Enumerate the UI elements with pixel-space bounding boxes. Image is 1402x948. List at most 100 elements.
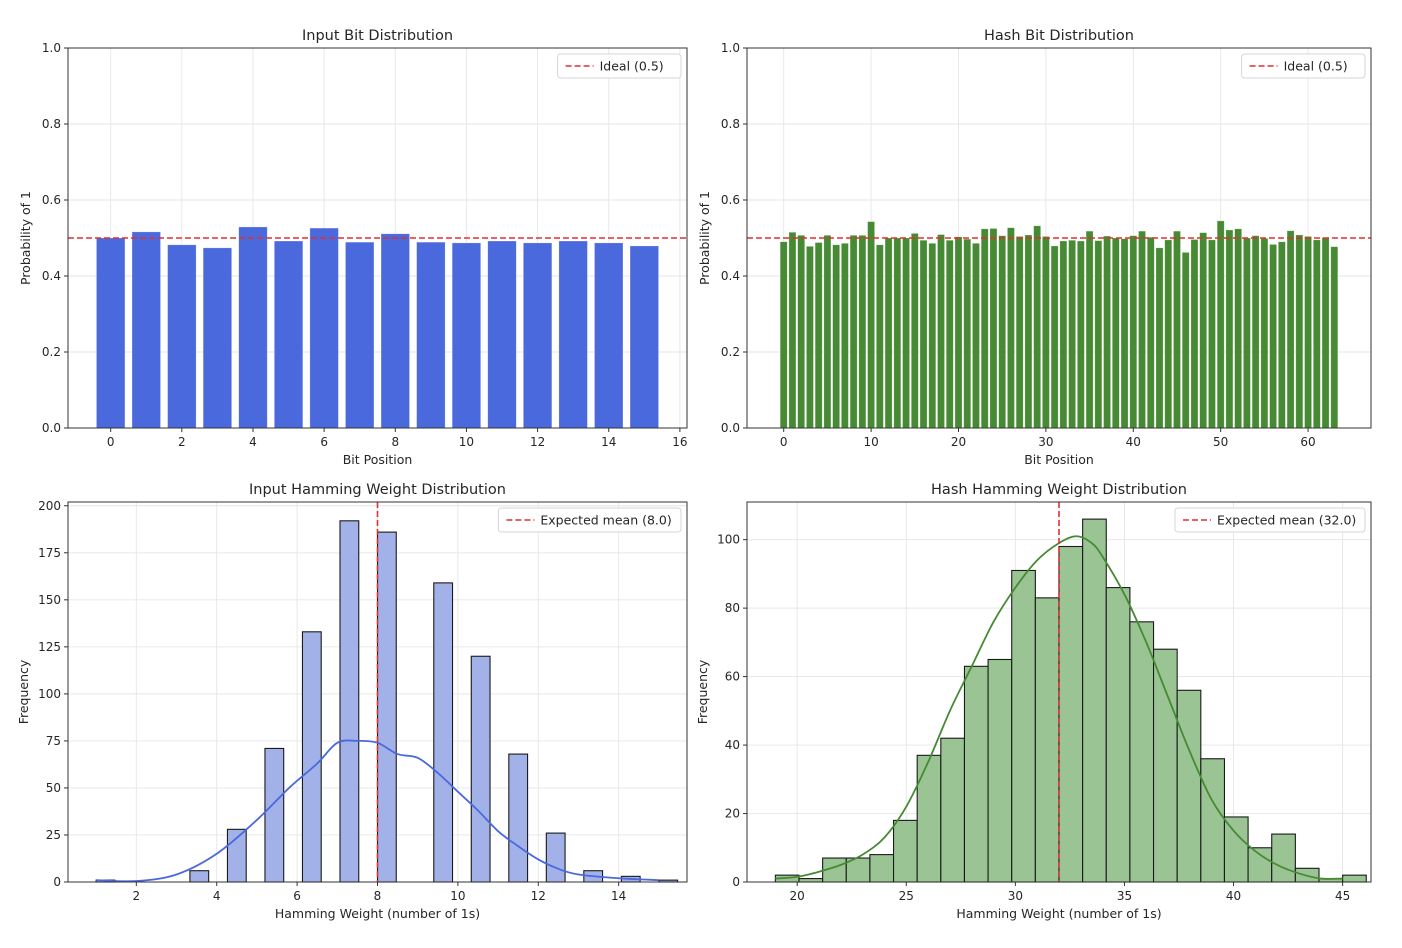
- x-tick-label: 4: [249, 435, 257, 449]
- x-tick-label: 14: [601, 435, 616, 449]
- x-tick-label: 45: [1335, 889, 1350, 903]
- chart-title: Hash Bit Distribution: [984, 28, 1134, 44]
- x-tick-label: 10: [459, 435, 474, 449]
- bar: [1103, 235, 1111, 429]
- y-tick-label: 60: [725, 670, 740, 684]
- bar: [1164, 239, 1173, 429]
- histogram-bar: [916, 754, 942, 883]
- x-tick-label: 35: [1117, 889, 1132, 903]
- bar: [937, 234, 945, 429]
- y-tick-label: 0.6: [721, 193, 740, 207]
- x-tick-label: 50: [1213, 435, 1228, 449]
- bar: [858, 235, 867, 429]
- bar: [1295, 234, 1304, 429]
- y-tick-label: 0.8: [721, 117, 740, 131]
- x-tick-label: 16: [672, 435, 687, 449]
- bar: [911, 233, 919, 429]
- x-tick-label: 8: [391, 435, 399, 449]
- bar: [1059, 240, 1068, 429]
- bar: [1199, 232, 1207, 429]
- histogram-bar: [301, 631, 322, 883]
- bar: [1243, 237, 1251, 429]
- bar: [1033, 225, 1041, 429]
- bar: [1024, 234, 1033, 429]
- legend-label: Expected mean (8.0): [540, 513, 671, 528]
- y-axis-label: Frequency: [16, 659, 31, 724]
- bar: [1304, 236, 1312, 429]
- x-tick-label: 0: [780, 435, 788, 449]
- y-tick-label: 0.6: [42, 193, 61, 207]
- histogram-bar: [1058, 545, 1084, 883]
- data-marks: [774, 518, 1367, 883]
- bar: [1260, 238, 1269, 429]
- bar: [345, 241, 375, 429]
- legend-label: Ideal (0.5): [600, 59, 664, 74]
- histogram-bar: [1034, 597, 1060, 883]
- bar: [238, 226, 268, 429]
- y-tick-label: 200: [38, 499, 61, 513]
- x-tick-label: 12: [531, 889, 546, 903]
- x-tick-label: 40: [1126, 435, 1141, 449]
- x-axis-label: Bit Position: [1024, 452, 1094, 467]
- histogram-bar: [987, 658, 1013, 883]
- histogram-bar: [1271, 833, 1296, 883]
- input-bit-distribution-chart: 0 2 4 6 8 10 12 14 16 0.0 0.2 0.4 0.6 0.8 1.0 Input Bit…: [18, 28, 688, 467]
- chart-title: Hash Hamming Weight Distribution: [931, 482, 1187, 498]
- y-tick-label: 0.4: [721, 269, 740, 283]
- bar: [487, 240, 517, 429]
- bar: [1225, 229, 1234, 429]
- y-tick-label: 0: [732, 875, 740, 889]
- x-tick-label: 12: [530, 435, 545, 449]
- legend-box: [557, 53, 682, 79]
- bar: [841, 243, 849, 429]
- histogram-bar: [869, 854, 895, 883]
- bar: [1068, 239, 1076, 429]
- y-tick-label: 80: [725, 601, 740, 615]
- x-tick-label: 14: [611, 889, 626, 903]
- x-axis-label: Hamming Weight (number of 1s): [275, 906, 480, 921]
- y-tick-label: 0.2: [721, 345, 740, 359]
- y-axis-label: Frequency: [695, 659, 710, 724]
- x-tick-label: 2: [178, 435, 186, 449]
- legend-box: [1241, 53, 1366, 79]
- histogram-bar: [1129, 621, 1155, 883]
- x-tick-label: 2: [133, 889, 141, 903]
- x-tick-label: 8: [374, 889, 382, 903]
- histogram-bar: [264, 747, 285, 883]
- histogram-bar: [1176, 689, 1202, 883]
- bar: [1077, 240, 1085, 429]
- bar: [1015, 236, 1024, 429]
- x-tick-label: 25: [899, 889, 914, 903]
- x-tick-label: 10: [863, 435, 878, 449]
- y-tick-label: 1.0: [42, 41, 61, 55]
- legend: Expected mean (32.0): [1174, 507, 1366, 533]
- legend-box: [497, 507, 682, 533]
- x-tick-label: 30: [1038, 435, 1053, 449]
- y-tick-label: 75: [46, 734, 61, 748]
- bar: [849, 235, 858, 429]
- bar: [1120, 238, 1129, 429]
- bar: [998, 235, 1006, 429]
- bar: [380, 233, 410, 429]
- histogram-bar: [1105, 587, 1131, 883]
- data-marks: [95, 520, 679, 883]
- histogram-bar: [545, 832, 566, 883]
- data-marks: [96, 226, 659, 429]
- bar: [1146, 236, 1155, 429]
- y-tick-label: 20: [725, 807, 740, 821]
- chart-title: Input Bit Distribution: [302, 28, 453, 44]
- y-axis-label: Probability of 1: [697, 191, 712, 285]
- bar: [1112, 237, 1120, 429]
- bar: [1050, 245, 1059, 429]
- bar: [1129, 235, 1138, 429]
- bar: [1042, 236, 1050, 429]
- bar: [1085, 230, 1094, 429]
- bar: [96, 237, 126, 429]
- bar: [1330, 246, 1339, 429]
- bar: [558, 240, 588, 429]
- x-tick-label: 30: [1008, 889, 1023, 903]
- bar: [1216, 220, 1225, 429]
- bar: [594, 242, 624, 429]
- bar: [1155, 247, 1164, 429]
- legend: Expected mean (8.0): [497, 507, 682, 533]
